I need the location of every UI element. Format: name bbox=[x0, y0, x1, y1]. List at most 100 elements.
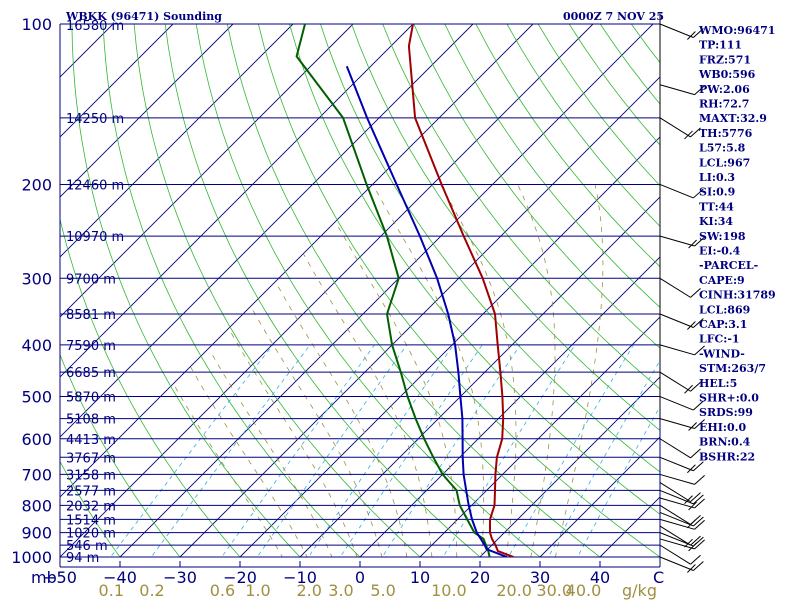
dry-adiabat bbox=[102, 24, 361, 557]
wind-barb-flag bbox=[687, 321, 696, 330]
wind-barb-flag bbox=[694, 236, 705, 247]
height-label: 2032 m bbox=[66, 499, 116, 514]
pressure-tick-label: 700 bbox=[21, 465, 52, 484]
wind-barb-flag bbox=[690, 288, 701, 298]
mixing-ratio-tick-label: 10.0 bbox=[431, 581, 467, 600]
isotherm-line bbox=[359, 256, 660, 557]
sounding-index-item: CINH:31789 bbox=[699, 289, 776, 302]
wind-barb bbox=[659, 489, 704, 505]
mixing-ratio-tick-label: 0.2 bbox=[139, 581, 164, 600]
wind-barb-flag bbox=[690, 554, 701, 565]
wind-barb bbox=[659, 418, 705, 431]
isotherm-line bbox=[60, 24, 174, 138]
mixing-ratio-line bbox=[339, 344, 483, 557]
wind-barb bbox=[659, 344, 705, 356]
sounding-index-item: WB0:596 bbox=[698, 68, 756, 81]
sounding-index-item: EI:-0.4 bbox=[699, 245, 741, 258]
wind-barb-flag bbox=[694, 498, 705, 509]
wind-barb-flag bbox=[690, 515, 701, 525]
dry-adiabat bbox=[444, 24, 660, 308]
dry-adiabat bbox=[226, 24, 601, 557]
dry-adiabat bbox=[60, 353, 181, 557]
wind-barb-flag bbox=[693, 516, 704, 527]
sounding-index-item: MAXT:32.9 bbox=[699, 112, 767, 125]
wind-barb-flag bbox=[694, 519, 705, 530]
sounding-index-item: STM:263/7 bbox=[699, 362, 766, 375]
series-line-temperature bbox=[407, 24, 514, 557]
moist-adiabat bbox=[335, 221, 458, 557]
height-label: 14250 m bbox=[66, 112, 124, 127]
pressure-tick-label: 1000 bbox=[11, 548, 52, 567]
pressure-tick-label: 900 bbox=[21, 524, 52, 543]
isotherm-line bbox=[179, 76, 660, 557]
dry-adiabat bbox=[164, 24, 481, 557]
height-label: 9700 m bbox=[66, 272, 116, 287]
height-label: 3158 m bbox=[66, 468, 116, 483]
wind-barb bbox=[659, 518, 705, 530]
wind-barb bbox=[659, 277, 701, 298]
wind-barb-flag bbox=[694, 539, 705, 550]
mixing-ratio-line bbox=[577, 405, 660, 557]
sounding-index-item: SHR+:0.0 bbox=[699, 392, 759, 405]
wind-barb-shaft bbox=[659, 456, 694, 472]
sounding-index-item: PW:2.06 bbox=[699, 83, 750, 96]
wind-barb-flag bbox=[690, 381, 701, 392]
temperature-tick-label: −10 bbox=[283, 568, 317, 587]
isotherm-line bbox=[299, 196, 660, 557]
mixing-ratio-tick-label: 5.0 bbox=[370, 581, 395, 600]
isotherm-line bbox=[60, 24, 294, 258]
temperature-tick-label: 0 bbox=[355, 568, 365, 587]
wind-barb-shaft bbox=[659, 438, 691, 459]
sounding-index-item: KI:34 bbox=[699, 215, 733, 228]
wind-barb bbox=[659, 473, 705, 485]
wind-barb-flag bbox=[694, 419, 705, 429]
wind-barb-shaft bbox=[659, 117, 691, 138]
wind-barb-shaft bbox=[659, 489, 694, 505]
pressure-tick-label: 600 bbox=[21, 430, 52, 449]
mixing-ratio-line bbox=[256, 344, 408, 557]
dry-adiabat bbox=[320, 24, 660, 473]
sounding-index-item: CAP:3.1 bbox=[699, 318, 747, 331]
mixing-ratio-line bbox=[110, 344, 274, 557]
wind-barb-shaft bbox=[659, 556, 694, 571]
moist-adiabat bbox=[209, 350, 333, 557]
wind-barb bbox=[659, 396, 704, 411]
pressure-tick-label: 500 bbox=[21, 388, 52, 407]
wind-barb-shaft bbox=[659, 504, 691, 525]
top-height-label: 16580 m bbox=[66, 19, 124, 34]
wind-barb-shaft bbox=[659, 371, 691, 392]
height-label: 10970 m bbox=[66, 230, 124, 245]
series-line-parcel bbox=[345, 65, 508, 557]
sounding-index-item: FRZ:571 bbox=[699, 53, 751, 66]
sounding-index-item: SRDS:99 bbox=[699, 406, 753, 419]
wind-barb-flag bbox=[687, 464, 696, 474]
mixing-ratio-line bbox=[308, 344, 454, 557]
sounding-index-item: SI:0.9 bbox=[699, 186, 735, 199]
mixing-ratio-tick-label: 20.0 bbox=[496, 581, 532, 600]
wind-barb bbox=[659, 235, 705, 249]
x-axis-end-label: C bbox=[653, 568, 664, 587]
height-label: 2577 m bbox=[66, 484, 116, 499]
height-label: 5870 m bbox=[66, 391, 116, 406]
isotherm-line bbox=[60, 24, 594, 557]
pressure-tick-label: 400 bbox=[21, 336, 52, 355]
mixing-ratio-line bbox=[150, 344, 311, 557]
pressure-tick-label: 300 bbox=[21, 269, 52, 288]
height-label: 12460 m bbox=[66, 178, 124, 193]
wind-barb-flag bbox=[687, 31, 696, 40]
wind-barb-shaft bbox=[659, 235, 695, 247]
wind-barb bbox=[659, 504, 701, 525]
height-label: 546 m bbox=[66, 539, 108, 554]
pressure-tick-label: 100 bbox=[21, 15, 52, 34]
wind-barb-flag bbox=[688, 422, 697, 431]
wind-barb-shaft bbox=[659, 512, 694, 527]
dry-adiabat bbox=[60, 556, 61, 557]
dry-adiabat bbox=[258, 24, 660, 557]
wind-barb-flag bbox=[690, 127, 701, 138]
wind-barb-shaft bbox=[659, 544, 691, 565]
pressure-unit-label: mb bbox=[31, 568, 57, 587]
isotherm-line bbox=[479, 376, 660, 557]
sounding-index-item: RH:72.7 bbox=[699, 98, 749, 111]
moist-adiabat bbox=[173, 384, 283, 557]
